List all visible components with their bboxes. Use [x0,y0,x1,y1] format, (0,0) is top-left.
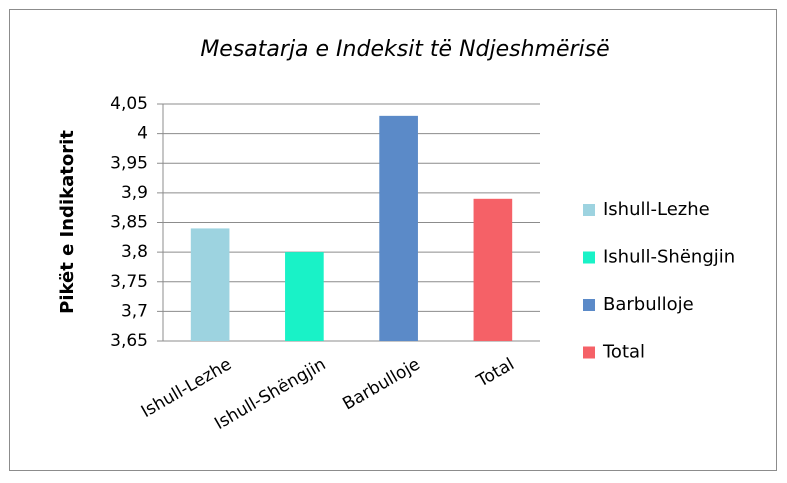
legend-swatch [583,346,595,359]
y-tick-label: 3,75 [110,272,148,292]
chart-title: Mesatarja e Indeksit të Ndjeshmërisë [200,37,609,62]
y-tick-label: 4 [137,124,148,144]
y-tick-label: 3,85 [110,213,148,233]
bar [190,228,230,341]
legend-label: Ishull-Lezhe [603,199,710,220]
legend-label: Barbulloje [603,294,694,315]
y-axis-label: Pikët e Indikatorit [57,130,78,314]
legend-swatch [583,251,595,264]
legend-swatch [583,299,595,311]
y-tick-label: 4,05 [110,94,148,114]
bar [285,252,324,341]
legend-swatch [583,204,595,216]
y-tick-label: 3,65 [110,331,148,351]
y-tick-label: 3,8 [121,242,148,262]
bar [379,115,418,341]
y-tick-label: 3,7 [121,301,148,321]
bar [473,198,513,341]
legend-label: Ishull-Shëngjin [603,247,735,268]
y-tick-label: 3,9 [121,183,148,203]
legend-label: Total [602,342,645,363]
y-tick-label: 3,95 [110,153,148,173]
